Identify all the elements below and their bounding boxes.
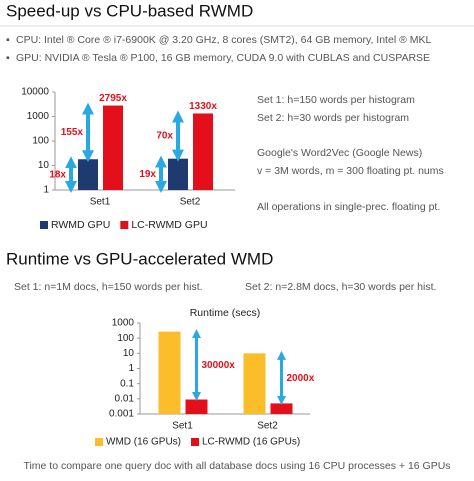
- legend-swatch: [40, 221, 48, 229]
- y-tick-label: 100: [117, 333, 134, 344]
- annotation: 155x: [61, 127, 84, 138]
- value-label: 19x: [139, 169, 156, 180]
- section-title: Runtime vs GPU-accelerated WMD: [6, 249, 273, 268]
- legend-label: WMD (16 GPUs): [106, 437, 181, 448]
- bullet-text: CPU: Intel ® Core ® i7-6900K @ 3.20 GHz,…: [16, 34, 431, 46]
- annotation: 70x: [156, 131, 173, 142]
- y-tick-label: 1: [43, 185, 49, 196]
- note: Set 1: n=1M docs, h=150 words per hist.: [14, 281, 203, 293]
- y-tick-label: 100: [32, 136, 49, 147]
- annotation: 2000x: [287, 373, 315, 384]
- note: Google's Word2Vec (Google News): [257, 147, 422, 159]
- legend-label: RWMD GPU: [51, 219, 110, 231]
- value-label: 1330x: [189, 101, 217, 112]
- y-tick-label: 0.1: [120, 378, 134, 389]
- footer: Time to compare one query doc with all d…: [23, 460, 450, 472]
- note: Set 2: h=30 words per histogram: [257, 112, 409, 124]
- note: Set 1: h=150 words per histogram: [257, 94, 415, 106]
- legend-label: LC-RWMD GPU: [131, 219, 207, 231]
- y-tick-label: 10000: [21, 87, 49, 98]
- y-tick-label: 0.01: [115, 393, 135, 404]
- legend-swatch: [120, 221, 129, 229]
- x-tick-label: Set1: [90, 197, 111, 208]
- value-label: 2795x: [99, 93, 127, 104]
- y-tick-label: 10: [38, 160, 50, 171]
- bar: [168, 158, 188, 190]
- y-tick-label: 10: [123, 348, 135, 359]
- y-tick-label: 1000: [112, 318, 135, 329]
- bullet: ▪: [6, 52, 10, 64]
- bullet: ▪: [6, 34, 10, 46]
- chart-title: Runtime (secs): [190, 307, 261, 319]
- bar: [78, 159, 98, 190]
- bar: [103, 105, 123, 190]
- x-tick-label: Set2: [257, 421, 278, 432]
- bar: [243, 353, 266, 414]
- value-label: 18x: [49, 169, 66, 180]
- annotation: 30000x: [202, 360, 236, 371]
- bar: [185, 399, 208, 414]
- y-tick-label: 1: [128, 363, 134, 374]
- section-title: Speed-up vs CPU-based RWMD: [6, 1, 253, 20]
- x-tick-label: Set1: [172, 421, 193, 432]
- bar: [158, 331, 181, 414]
- y-tick-label: 1000: [27, 111, 50, 122]
- note: All operations in single-prec. floating …: [257, 201, 440, 213]
- bullet-text: GPU: NVIDIA ® Tesla ® P100, 16 GB memory…: [16, 52, 430, 64]
- note: Set 2: n=2.8M docs, h=30 words per hist.: [245, 281, 436, 293]
- x-tick-label: Set2: [180, 197, 201, 208]
- y-tick-label: 0.001: [109, 409, 134, 420]
- legend-swatch: [95, 438, 103, 446]
- bar: [193, 113, 213, 190]
- legend-swatch: [191, 438, 199, 446]
- legend-label: LC-RWMD (16 GPUs): [202, 437, 300, 448]
- note: v = 3M words, m = 300 floating pt. nums: [257, 165, 444, 177]
- bar: [270, 403, 293, 414]
